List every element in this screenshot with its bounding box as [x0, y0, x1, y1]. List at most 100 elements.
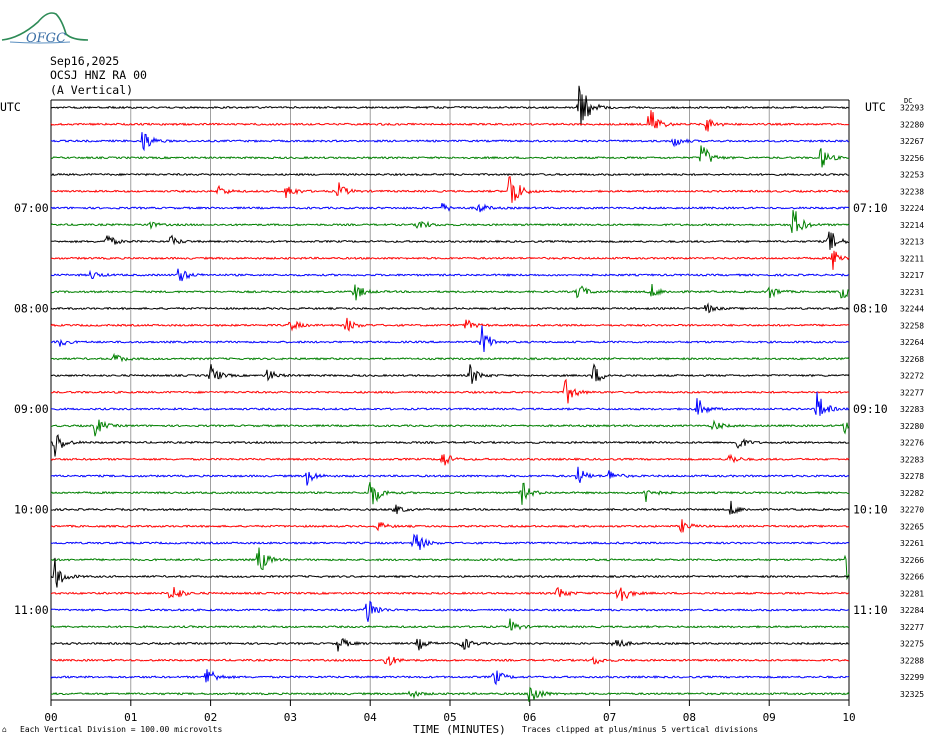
dc-offset-label-30: 32284: [900, 606, 924, 615]
trace-row-1: [50, 110, 850, 132]
hour-label-left-07:00: 07:00: [14, 201, 49, 215]
dc-header-label: DC: [904, 97, 912, 105]
trace-row-6: [51, 202, 850, 213]
x-tick-label-02: 02: [204, 711, 217, 724]
x-tick-label-10: 10: [842, 711, 855, 724]
scale-note: Each Vertical Division = 100.00 microvol…: [20, 725, 223, 734]
trace-row-3: [50, 145, 850, 168]
trace-row-31: [50, 618, 850, 631]
dc-offset-label-7: 32214: [900, 221, 924, 230]
dc-offset-label-23: 32282: [900, 489, 924, 498]
dc-offset-label-28: 32266: [900, 573, 924, 582]
hour-label-right-10:10: 10:10: [853, 503, 888, 517]
trace-row-5: [51, 175, 850, 203]
trace-row-26: [50, 533, 850, 551]
x-tick-label-03: 03: [284, 711, 297, 724]
hour-label-left-10:00: 10:00: [14, 503, 49, 517]
dc-offset-label-12: 32244: [900, 305, 924, 314]
dc-offset-label-9: 32211: [900, 254, 924, 263]
dc-offset-label-26: 32261: [900, 539, 924, 548]
dc-offset-label-20: 32276: [900, 439, 924, 448]
hour-label-right-09:10: 09:10: [853, 402, 888, 416]
station-label: OCSJ HNZ RA 00: [50, 68, 147, 82]
trace-row-29: [50, 586, 850, 602]
x-tick-label-04: 04: [364, 711, 378, 724]
dc-offset-label-6: 32224: [900, 204, 924, 213]
hour-label-right-08:10: 08:10: [853, 302, 888, 316]
trace-row-13: [50, 317, 850, 332]
trace-row-21: [50, 453, 850, 466]
dc-offset-label-0: 32293: [900, 104, 924, 113]
trace-row-0: [50, 85, 850, 126]
dc-offset-label-27: 32266: [900, 556, 924, 565]
dc-offset-label-19: 32280: [900, 422, 924, 431]
hour-label-left-08:00: 08:00: [14, 302, 49, 316]
dc-offset-label-15: 32268: [900, 355, 924, 364]
tz-label-right: UTC: [865, 100, 886, 114]
trace-row-28: [50, 557, 850, 588]
dc-offset-label-3: 32256: [900, 154, 924, 163]
dc-offset-label-29: 32281: [900, 589, 924, 598]
trace-row-27: [50, 547, 850, 581]
trace-row-30: [50, 600, 850, 622]
hour-label-left-11:00: 11:00: [14, 603, 49, 617]
trace-row-25: [50, 519, 850, 534]
trace-row-12: [50, 302, 850, 314]
x-tick-label-08: 08: [683, 711, 696, 724]
component-label: (A Vertical): [50, 83, 134, 97]
dc-offset-label-11: 32231: [900, 288, 924, 297]
trace-row-32: [50, 638, 850, 652]
trace-row-20: [50, 434, 850, 457]
dc-offset-label-14: 32264: [900, 338, 924, 347]
trace-row-16: [50, 363, 850, 384]
minute-gridlines: [50, 99, 850, 706]
x-tick-label-01: 01: [124, 711, 137, 724]
x-tick-label-05: 05: [443, 711, 456, 724]
dc-offset-label-25: 32265: [900, 522, 924, 531]
dc-offset-label-1: 32280: [900, 120, 924, 129]
hour-label-right-11:10: 11:10: [853, 603, 888, 617]
dc-offset-label-13: 32258: [900, 321, 924, 330]
trace-row-14: [50, 325, 850, 353]
date-label: Sep16,2025: [50, 54, 120, 68]
hour-label-left-09:00: 09:00: [14, 402, 49, 416]
dc-offset-label-35: 32325: [900, 690, 924, 699]
trace-row-2: [50, 132, 850, 152]
trace-row-8: [50, 231, 849, 250]
dc-offset-label-24: 32270: [900, 506, 924, 515]
dc-offset-label-10: 32217: [900, 271, 924, 280]
corner-mark: ⌂: [2, 725, 7, 734]
trace-row-33: [50, 655, 850, 666]
dc-offset-label-31: 32277: [900, 623, 924, 632]
x-tick-label-00: 00: [44, 711, 57, 724]
x-tick-label-07: 07: [603, 711, 616, 724]
seismic-traces: [50, 85, 850, 702]
trace-row-34: [50, 669, 850, 686]
dc-offset-label-33: 32288: [900, 656, 924, 665]
trace-row-7: [50, 210, 850, 233]
dc-offset-label-16: 32272: [900, 372, 924, 381]
trace-row-4: [50, 172, 850, 177]
hour-label-right-07:10: 07:10: [853, 201, 888, 215]
trace-row-19: [50, 419, 850, 437]
dc-offset-label-22: 32278: [900, 472, 924, 481]
x-tick-label-09: 09: [763, 711, 776, 724]
logo-text: OFGC: [26, 31, 66, 46]
trace-row-11: [50, 284, 850, 301]
clip-note: Traces clipped at plus/minus 5 vertical …: [522, 725, 759, 734]
dc-offset-label-17: 32277: [900, 388, 924, 397]
dc-offset-label-2: 32267: [900, 137, 924, 146]
trace-row-18: [50, 391, 850, 416]
trace-row-15: [50, 352, 850, 363]
dc-offset-label-5: 32238: [900, 187, 924, 196]
dc-offset-label-4: 32253: [900, 171, 924, 180]
dc-offset-label-34: 32299: [900, 673, 924, 682]
trace-row-24: [50, 500, 850, 515]
trace-row-35: [50, 686, 850, 702]
x-tick-label-06: 06: [523, 711, 536, 724]
dc-offset-label-18: 32283: [900, 405, 924, 414]
dc-offset-label-21: 32283: [900, 455, 924, 464]
trace-row-10: [50, 268, 850, 282]
dc-offset-label-8: 32213: [900, 238, 924, 247]
